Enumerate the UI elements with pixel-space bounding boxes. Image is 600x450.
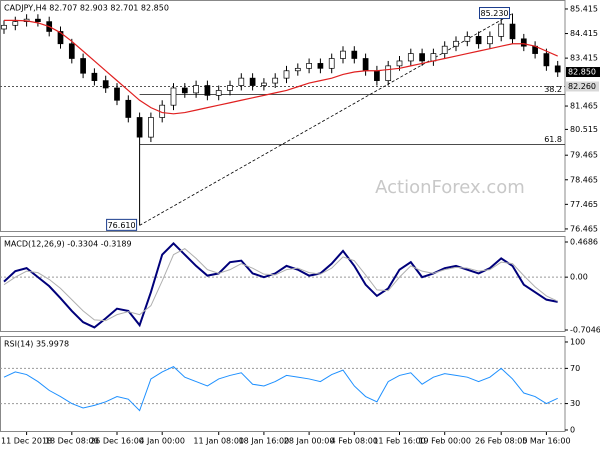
x-tick-label: 19 Feb 00:00 — [418, 437, 470, 446]
fib-label: 38.2 — [544, 85, 562, 94]
price-annotation-box — [479, 7, 510, 20]
y-tick-label: -0.7046 — [570, 325, 600, 334]
series-line — [3, 241, 558, 329]
y-tick-label: 30 — [570, 399, 580, 408]
series-line — [3, 248, 558, 322]
x-tick-label: 26 Dec 16:00 — [90, 437, 144, 446]
candle-body — [35, 18, 41, 22]
candle-body — [204, 85, 211, 96]
candle-body — [509, 23, 516, 40]
panel-title: CADJPY,H4 82.707 82.903 82.701 82.850 — [4, 4, 169, 13]
candle-body — [193, 85, 199, 94]
candle-body — [215, 90, 222, 96]
candle-body — [475, 36, 482, 45]
y-tick-label: 84.415 — [570, 29, 598, 38]
x-tick-label: 4 Feb 08:00 — [331, 437, 378, 446]
y-tick-label: 0 — [570, 425, 575, 434]
candle-body — [227, 85, 233, 91]
candle-body — [114, 87, 120, 101]
candle-body — [125, 99, 132, 118]
candle-body — [91, 72, 98, 81]
candle-body — [374, 70, 380, 81]
panel-frame — [0, 236, 566, 332]
x-tick-label: 11 Dec 2018 — [1, 437, 52, 446]
candle-body — [407, 53, 414, 62]
candle-body — [362, 58, 369, 72]
y-tick-label: 83.415 — [570, 54, 598, 63]
panel-frame — [0, 336, 566, 432]
candle-body — [385, 65, 392, 81]
panel-frame — [0, 0, 566, 232]
candle-body — [317, 63, 324, 69]
candle-body — [272, 77, 279, 84]
y-tick-label: 0.4686 — [570, 238, 598, 247]
y-tick-label: 79.465 — [570, 151, 598, 160]
candle-body — [328, 58, 335, 69]
panel-title: MACD(12,26,9) -0.3304 -0.3189 — [4, 240, 132, 249]
y-tick-label: 0.00 — [570, 273, 588, 282]
panel-title: RSI(14) 35.9978 — [4, 340, 69, 349]
candle-body — [453, 40, 459, 47]
last-price-label: 82.850 — [568, 68, 596, 77]
level-label: 82.260 — [568, 82, 596, 91]
y-tick-label: 78.465 — [570, 175, 598, 184]
candle-body — [170, 87, 177, 106]
candle-body — [283, 70, 290, 79]
level-box — [566, 81, 599, 92]
candle-body — [136, 117, 143, 138]
moving-average — [4, 19, 558, 115]
candle-body — [419, 53, 425, 62]
candle-body — [554, 65, 561, 73]
x-tick-label: 26 Feb 08:00 — [475, 437, 527, 446]
y-tick-label: 100 — [570, 337, 585, 346]
candle-body — [430, 53, 437, 62]
candle-body — [57, 31, 64, 45]
y-tick-label: 81.465 — [570, 102, 598, 111]
x-tick-label: 18 Jan 16:00 — [239, 437, 290, 446]
x-tick-label: 5 Mar 16:00 — [522, 437, 570, 446]
candle-body — [498, 23, 505, 37]
trend-line — [139, 13, 513, 226]
candle-body — [464, 36, 471, 42]
candle-body — [68, 43, 75, 59]
candle-body — [294, 67, 301, 72]
candle-body — [1, 24, 7, 30]
price-annotation-box — [106, 218, 138, 231]
candle-body — [487, 36, 493, 45]
candle-body — [543, 53, 550, 67]
candle-body — [238, 77, 245, 86]
candle-body — [396, 60, 403, 67]
series-line — [3, 366, 558, 412]
candle-body — [306, 63, 312, 69]
x-tick-label: 11 Feb 16:00 — [373, 437, 425, 446]
y-tick-label: 77.465 — [570, 200, 598, 209]
y-tick-label: 70 — [570, 364, 580, 373]
fib-label: 61.8 — [544, 135, 562, 144]
candle-body — [340, 50, 346, 59]
y-tick-label: 76.465 — [570, 224, 598, 233]
candle-body — [148, 117, 154, 138]
candle-body — [441, 45, 448, 54]
last-price-box — [566, 67, 600, 78]
y-tick-label: 85.415 — [570, 4, 598, 13]
x-tick-label: 28 Jan 00:00 — [284, 437, 335, 446]
candle-body — [102, 80, 109, 89]
x-tick-label: 18 Dec 08:00 — [45, 437, 99, 446]
price-annotation: 85.230 — [481, 9, 509, 18]
x-tick-label: 11 Jan 08:00 — [193, 437, 244, 446]
candle-body — [261, 82, 267, 86]
candle-body — [12, 21, 19, 26]
candle-body — [249, 77, 256, 86]
watermark: ActionForex.com — [375, 177, 525, 198]
price-annotation: 76.610 — [108, 221, 136, 230]
candle-body — [181, 87, 188, 94]
candle-body — [520, 38, 527, 47]
y-tick-label: 80.515 — [570, 125, 598, 134]
candle-body — [80, 58, 86, 74]
x-tick-label: 4 Jan 00:00 — [139, 437, 185, 446]
candle-body — [351, 50, 358, 59]
